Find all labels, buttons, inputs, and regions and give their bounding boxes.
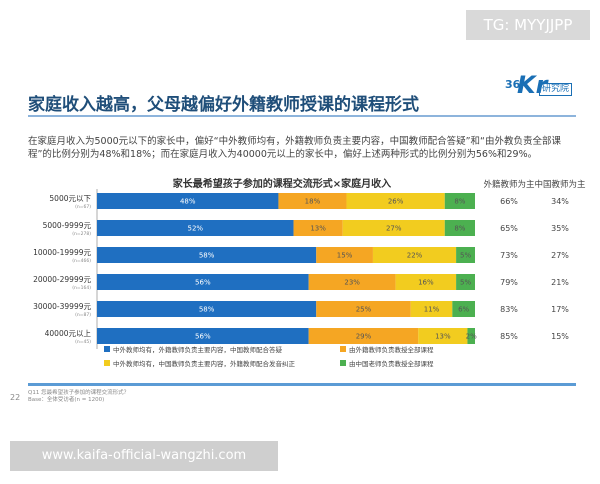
bar-data-label: 2% <box>466 333 477 341</box>
side-column-header: 外籍教师为主 <box>483 179 535 190</box>
side-column-value: 85% <box>500 332 518 341</box>
category-note: (n=87) <box>75 312 91 318</box>
category-label: 40000元以上 <box>45 329 92 338</box>
bar-data-label: 5% <box>460 279 471 287</box>
bar-data-label: 13% <box>435 333 451 341</box>
bar-segment <box>410 301 453 317</box>
side-column-value: 73% <box>500 251 518 260</box>
category-label: 5000元以下 <box>49 194 91 203</box>
legend-swatch <box>340 360 346 366</box>
bar-segment <box>444 193 475 209</box>
category-note: (n=278) <box>72 231 91 237</box>
bar-segment <box>456 274 475 290</box>
bar-segment <box>97 274 309 290</box>
legend-label: 中外教师均有，外籍教师负责主要内容，中国教师配合答疑 <box>113 345 283 354</box>
side-column-value: 34% <box>551 197 569 206</box>
bar-segment <box>97 301 317 317</box>
bar-data-label: 15% <box>337 252 353 260</box>
bar-data-label: 27% <box>386 225 402 233</box>
bar-data-label: 16% <box>418 279 434 287</box>
side-column-value: 66% <box>500 197 518 206</box>
logo-number: 36 <box>505 78 521 91</box>
source-note: Q11 您最希望孩子参加的课程交流形式？ Base：全体受访者(n = 1200… <box>28 390 129 404</box>
bar-segment <box>346 193 445 209</box>
side-column-value: 35% <box>551 224 569 233</box>
bar-data-label: 22% <box>407 252 423 260</box>
page-title: 家庭收入越高，父母越偏好外籍教师授课的课程形式 <box>28 95 419 115</box>
footer-rule <box>28 383 576 386</box>
category-note: (n=67) <box>75 204 91 210</box>
category-label: 30000-39999元 <box>33 302 91 311</box>
bar-data-label: 23% <box>344 279 360 287</box>
side-column-value: 65% <box>500 224 518 233</box>
side-column-value: 15% <box>551 332 569 341</box>
bar-data-label: 56% <box>195 279 211 287</box>
bar-segment <box>308 274 396 290</box>
category-note: (n=45) <box>75 339 91 345</box>
category-label: 10000-19999元 <box>33 248 91 257</box>
watermark-bottom: www.kaifa-official-wangzhi.com <box>10 441 278 471</box>
bar-data-label: 26% <box>388 198 404 206</box>
bar-data-label: 52% <box>187 225 203 233</box>
bar-data-label: 8% <box>454 198 465 206</box>
bar-data-label: 56% <box>195 333 211 341</box>
legend-swatch <box>340 346 346 352</box>
legend-swatch <box>104 346 110 352</box>
side-column-value: 83% <box>500 305 518 314</box>
bar-segment <box>342 220 445 236</box>
side-column-value: 17% <box>551 305 569 314</box>
bar-segment <box>395 274 457 290</box>
bar-segment <box>418 328 468 344</box>
bar-data-label: 13% <box>310 225 326 233</box>
bar-segment <box>278 193 347 209</box>
bar-segment <box>293 220 343 236</box>
bar-data-label: 25% <box>356 306 372 314</box>
source-line-question: Q11 您最希望孩子参加的课程交流形式？ <box>28 390 130 396</box>
page-number: 22 <box>10 393 21 402</box>
source-line-base: Base：全体受访者(n = 1200) <box>28 397 105 403</box>
logo-letter: Kr <box>517 71 548 99</box>
bar-segment <box>372 247 457 263</box>
bar-segment <box>456 247 475 263</box>
bar-segment <box>444 220 475 236</box>
side-column-value: 27% <box>551 251 569 260</box>
title-rule <box>28 115 576 117</box>
category-note: (n=164) <box>72 285 91 291</box>
logo: 36 Kr 研究院 <box>505 71 575 100</box>
bar-data-label: 29% <box>356 333 372 341</box>
bar-data-label: 48% <box>180 198 196 206</box>
bar-segment <box>316 247 373 263</box>
watermark-top: TG: MYYJJPP <box>466 10 590 40</box>
chart-title: 家长最希望孩子参加的课程交流形式×家庭月收入 <box>173 177 391 190</box>
bar-data-label: 8% <box>454 225 465 233</box>
category-note: (n=466) <box>72 258 91 264</box>
side-column-value: 21% <box>551 278 569 287</box>
bar-segment <box>467 328 475 344</box>
bar-segment <box>97 193 279 209</box>
category-label: 5000-9999元 <box>43 221 92 230</box>
bar-segment <box>452 301 475 317</box>
bar-segment <box>97 328 309 344</box>
bar-data-label: 18% <box>305 198 321 206</box>
legend-label: 中外教师均有，中国教师负责主要内容，外籍教师配合发音纠正 <box>113 359 296 368</box>
intro-text: 在家庭月收入为5000元以下的家长中，偏好“中外教师均有，外籍教师负责主要内容，… <box>28 136 561 160</box>
bar-data-label: 58% <box>199 252 215 260</box>
bar-data-label: 11% <box>424 306 440 314</box>
bar-segment <box>97 220 294 236</box>
bar-segment <box>97 247 317 263</box>
legend-swatch <box>104 360 110 366</box>
bar-data-label: 5% <box>460 252 471 260</box>
side-column-value: 79% <box>500 278 518 287</box>
side-column-header: 中国教师为主 <box>534 179 586 190</box>
logo-text: 研究院 <box>539 83 573 96</box>
bar-segment <box>316 301 411 317</box>
category-label: 20000-29999元 <box>33 275 91 284</box>
bar-data-label: 58% <box>199 306 215 314</box>
legend-label: 由中国老师负责教授全部课程 <box>349 359 434 368</box>
legend-label: 由外籍教师负责教授全部课程 <box>349 345 434 354</box>
bar-segment <box>308 328 419 344</box>
bar-data-label: 6% <box>458 306 469 314</box>
